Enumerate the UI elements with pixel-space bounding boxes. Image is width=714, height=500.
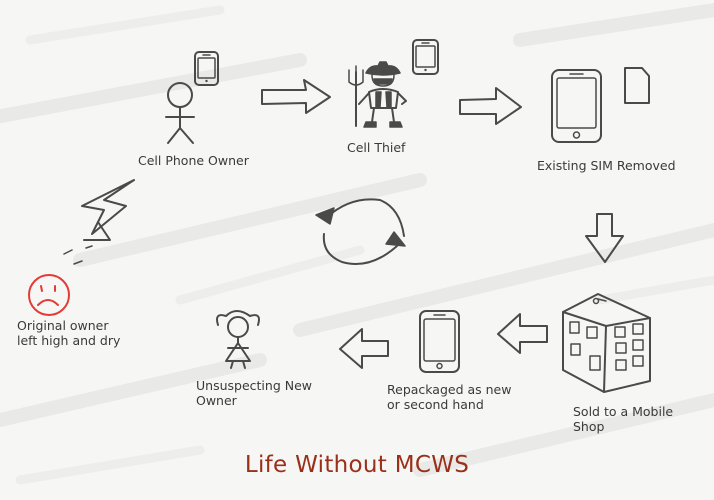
girl-figure-icon bbox=[216, 310, 260, 369]
label-mobile-shop-line-1: Sold to a Mobile bbox=[573, 404, 674, 419]
cell-phone-icon bbox=[412, 39, 439, 75]
label-repackaged-line-2: or second hand bbox=[387, 397, 484, 412]
arrow-right-icon bbox=[261, 79, 331, 114]
smartphone-icon bbox=[551, 69, 602, 143]
cycle-arrows-icon bbox=[315, 198, 406, 265]
arrow-left-icon bbox=[339, 328, 389, 369]
arrow-down-icon bbox=[585, 213, 624, 263]
label-cell-thief: Cell Thief bbox=[347, 140, 406, 155]
label-original-owner-line-2: left high and dry bbox=[17, 333, 121, 348]
label-new-owner-line-2: Owner bbox=[196, 393, 237, 408]
sad-face-icon bbox=[28, 274, 70, 316]
arrow-left-icon bbox=[497, 313, 548, 354]
stick-figure-icon bbox=[165, 82, 195, 144]
arrow-right-icon bbox=[459, 87, 522, 125]
thief-cowboy-icon bbox=[348, 61, 407, 128]
smartphone-icon bbox=[419, 310, 460, 373]
lightning-bolt-icon bbox=[63, 179, 135, 265]
label-mobile-shop: Sold to a Mobile Shop bbox=[573, 404, 673, 434]
sim-card-icon bbox=[624, 67, 650, 104]
page-title: Life Without MCWS bbox=[244, 452, 470, 478]
label-cell-phone-owner: Cell Phone Owner bbox=[138, 153, 249, 168]
building-icon bbox=[562, 293, 651, 393]
label-repackaged-line-1: Repackaged as new bbox=[387, 382, 512, 397]
label-repackaged: Repackaged as new or second hand bbox=[387, 382, 511, 412]
label-original-owner: Original owner left high and dry bbox=[17, 318, 120, 348]
cell-phone-icon bbox=[194, 51, 219, 86]
label-sim-removed: Existing SIM Removed bbox=[537, 158, 676, 173]
label-new-owner-line-1: Unsuspecting New bbox=[196, 378, 312, 393]
label-original-owner-line-1: Original owner bbox=[17, 318, 109, 333]
label-mobile-shop-line-2: Shop bbox=[573, 419, 605, 434]
label-new-owner: Unsuspecting New Owner bbox=[196, 378, 312, 408]
